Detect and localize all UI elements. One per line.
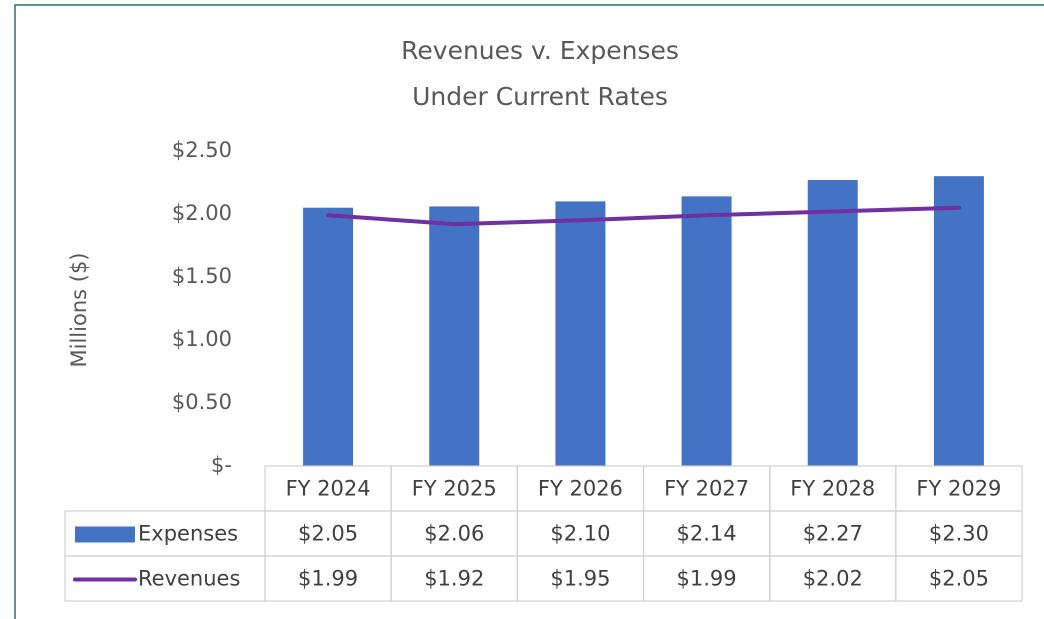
x-tick-label: FY 2029 xyxy=(916,477,1001,501)
bar xyxy=(807,179,858,467)
legend-label: Revenues xyxy=(138,567,240,591)
x-tick-label: FY 2028 xyxy=(790,477,875,501)
y-tick-label: $2.00 xyxy=(172,201,232,225)
data-label: $2.30 xyxy=(929,522,989,546)
y-axis-label: Millions ($) xyxy=(67,253,91,368)
data-label: $2.14 xyxy=(677,522,737,546)
bar xyxy=(555,201,606,466)
data-label: $2.27 xyxy=(803,522,863,546)
y-tick-label: $- xyxy=(211,453,232,477)
line xyxy=(326,205,961,227)
table-cell xyxy=(895,555,1023,602)
bar xyxy=(429,206,480,466)
y-tick-label: $1.00 xyxy=(172,327,232,351)
data-label: $2.02 xyxy=(803,567,863,591)
chart-border xyxy=(14,4,1044,619)
legend-key xyxy=(75,526,135,543)
bar xyxy=(933,176,984,466)
x-tick-label: FY 2027 xyxy=(664,477,749,501)
y-tick-label: $2.50 xyxy=(172,138,232,162)
data-label: $2.05 xyxy=(929,567,989,591)
chart-title: Revenues v. Expenses xyxy=(401,36,679,65)
data-label: $2.06 xyxy=(424,522,484,546)
legend-label: Expenses xyxy=(138,522,238,546)
data-label: $1.99 xyxy=(677,567,737,591)
data-label: $1.99 xyxy=(298,567,358,591)
bar xyxy=(681,196,732,467)
y-tick-label: $1.50 xyxy=(172,264,232,288)
y-tick-label: $0.50 xyxy=(172,390,232,414)
data-label: $2.05 xyxy=(298,522,358,546)
bar xyxy=(303,207,354,466)
x-tick-label: FY 2024 xyxy=(286,477,371,501)
data-label: $2.10 xyxy=(550,522,610,546)
chart-subtitle: Under Current Rates xyxy=(412,82,668,111)
data-label: $1.92 xyxy=(424,567,484,591)
data-label: $1.95 xyxy=(550,567,610,591)
x-tick-label: FY 2025 xyxy=(412,477,497,501)
x-tick-label: FY 2026 xyxy=(538,477,623,501)
